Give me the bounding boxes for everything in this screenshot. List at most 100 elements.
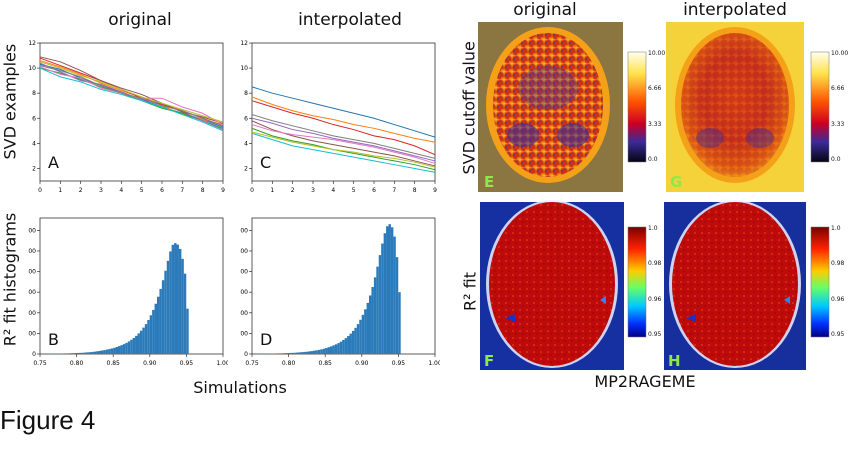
histogram-bar <box>344 338 348 354</box>
row-label-r2-fit: R² fit <box>460 272 480 311</box>
row-label-svd-cutoff: SVD cutoff value <box>459 41 479 175</box>
mri-r2-interpolated: H <box>664 200 806 370</box>
histogram-bar <box>174 243 177 354</box>
r2-colorbar-interpolated-tick-label: 1.0 <box>831 225 841 232</box>
histogram-bar <box>178 248 182 354</box>
histogram-bar <box>322 348 326 354</box>
y-tick-label: 8 <box>244 90 248 97</box>
y-tick-label: 6000 <box>240 227 248 234</box>
x-tick-label: 2 <box>291 187 295 194</box>
histogram-bar <box>291 352 294 354</box>
histogram-bar <box>122 344 126 354</box>
histogram-bar <box>339 341 343 354</box>
histogram-bar <box>76 352 80 354</box>
y-tick-label: 12 <box>28 40 36 47</box>
histogram-bar <box>113 347 116 354</box>
histogram-bar <box>305 351 309 354</box>
series-line-9 <box>251 131 436 168</box>
histogram-bar <box>351 330 355 354</box>
svd-colorbar-original-tick-label: 10.00 <box>648 50 666 57</box>
histogram-bar <box>386 226 389 354</box>
series-line-5 <box>251 117 436 162</box>
histogram-bar <box>332 345 335 354</box>
x-tick-label: 5 <box>352 187 356 194</box>
histogram-bar <box>320 349 323 354</box>
histogram-bar <box>159 288 162 354</box>
histogram-bar <box>130 339 133 354</box>
x-tick-label: 4 <box>119 187 123 194</box>
x-tick-label: 1.00 <box>216 360 228 367</box>
y-tick-label: 0 <box>244 351 248 358</box>
series-line-2 <box>251 96 436 143</box>
y-tick-label: 5000 <box>240 248 248 255</box>
histogram-bar <box>105 349 109 354</box>
x-tick-label: 9 <box>433 187 437 194</box>
histogram-bar <box>288 352 292 354</box>
series-line-8 <box>251 114 436 159</box>
histogram-bar <box>125 342 128 354</box>
svd-colorbar-interpolated-tick-label: 6.66 <box>831 85 845 93</box>
r2-colorbar-original-tick-label: 0.95 <box>648 331 662 338</box>
x-tick-label: 7 <box>392 187 396 194</box>
histogram-bar <box>110 348 114 354</box>
x-tick-label: 9 <box>221 187 225 194</box>
histogram-bar <box>317 349 321 354</box>
x-tick-label: 0.90 <box>143 360 157 367</box>
histogram-bar <box>312 350 316 354</box>
series-line-10 <box>39 67 224 132</box>
x-tick-label: 8 <box>201 187 205 194</box>
x-tick-label: 0.75 <box>245 360 259 367</box>
histogram-bar <box>142 327 145 354</box>
histogram-bar <box>371 287 374 354</box>
svd-colorbar-interpolated-tick-label: 3.33 <box>831 120 845 128</box>
row-label-r2-histograms: R² fit histograms <box>0 212 20 347</box>
histogram-bar <box>152 309 155 354</box>
r2-colorbar-original <box>627 226 647 338</box>
histogram-bar <box>303 351 306 354</box>
row-label-svd-examples: SVD examples <box>0 43 20 160</box>
x-tick-label: 1.00 <box>428 360 440 367</box>
panel-letter-c: C <box>260 153 272 172</box>
y-tick-label: 4 <box>244 140 248 147</box>
x-tick-label: 0.85 <box>107 360 121 367</box>
x-tick-label: 3 <box>99 187 103 194</box>
svd-colorbar-original-tick-label: 3.33 <box>648 120 662 128</box>
x-tick-label: 0.85 <box>319 360 333 367</box>
x-tick-label: 2 <box>79 187 83 194</box>
histogram-bar <box>315 350 318 354</box>
svg-text:F: F <box>484 352 494 370</box>
histogram-bar <box>171 244 175 354</box>
histogram-bar <box>176 244 179 354</box>
histogram-bar <box>361 314 365 354</box>
histogram-bar <box>83 352 87 354</box>
histogram-bar <box>103 350 106 354</box>
x-tick-label: 1 <box>58 187 62 194</box>
y-tick-label: 4000 <box>28 269 36 276</box>
histogram-bar <box>169 251 172 354</box>
histogram-bar <box>64 353 67 354</box>
histogram-bar <box>395 257 399 354</box>
histogram-bar <box>100 350 104 354</box>
histogram-bar <box>308 351 311 354</box>
histogram-bar <box>161 280 165 354</box>
xtitle-simulations: Simulations <box>193 378 287 397</box>
y-tick-label: 12 <box>240 40 248 47</box>
histogram-bar <box>327 347 331 354</box>
histogram-bar <box>366 302 370 354</box>
histogram-bar <box>149 315 153 354</box>
y-tick-label: 10 <box>240 65 248 72</box>
histogram-bar <box>300 352 304 354</box>
histogram-bar <box>186 308 189 354</box>
histogram-bar <box>166 260 170 354</box>
y-tick-label: 8 <box>32 90 36 97</box>
x-tick-label: 3 <box>311 187 315 194</box>
y-tick-label: 2000 <box>240 310 248 317</box>
svd-colorbar-interpolated-tick-label: 10.00 <box>831 50 849 57</box>
histogram-bar <box>69 353 72 354</box>
axes-frame <box>251 217 436 355</box>
histogram-bar <box>164 270 167 354</box>
histogram-bar <box>283 353 287 354</box>
mri-r2-original: F <box>480 200 624 370</box>
x-tick-label: 0.95 <box>180 360 194 367</box>
